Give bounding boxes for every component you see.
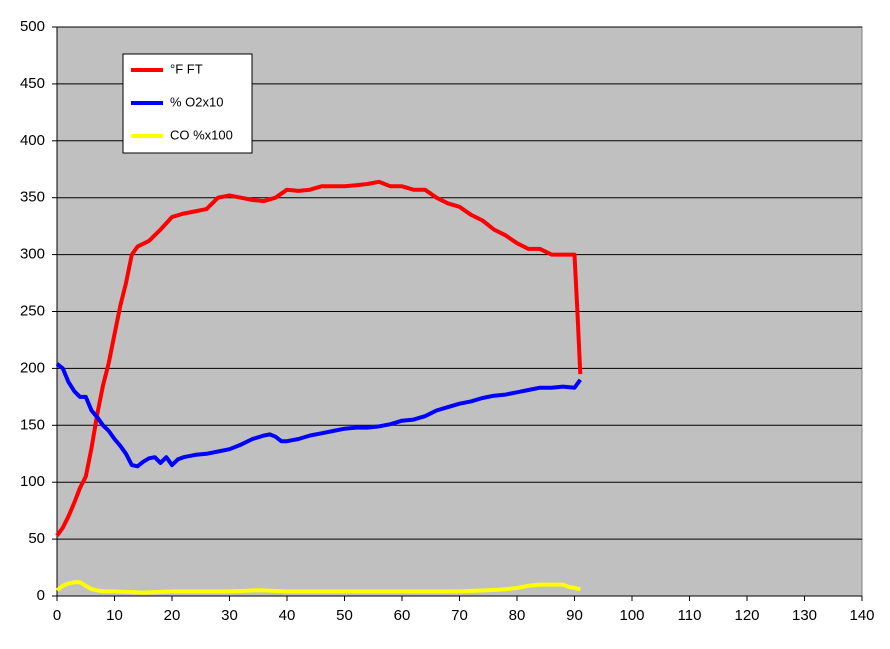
legend-label: % O2x10 xyxy=(170,94,223,109)
x-tick-label: 80 xyxy=(509,607,526,624)
y-tick-label: 500 xyxy=(20,18,45,35)
x-tick-label: 130 xyxy=(792,607,817,624)
x-tick-label: 140 xyxy=(849,607,874,624)
y-tick-label: 350 xyxy=(20,189,45,206)
y-tick-label: 0 xyxy=(37,587,45,604)
x-tick-label: 50 xyxy=(336,607,353,624)
y-tick-label: 250 xyxy=(20,302,45,319)
x-tick-label: 60 xyxy=(394,607,411,624)
x-tick-label: 100 xyxy=(619,607,644,624)
legend: °F FT % O2x10 CO %x100 xyxy=(122,53,253,154)
y-tick-label: 200 xyxy=(20,359,45,376)
y-tick-label: 150 xyxy=(20,416,45,433)
x-tick-label: 120 xyxy=(734,607,759,624)
series-line xyxy=(55,179,583,537)
legend-label: °F FT xyxy=(170,61,203,76)
y-tick-label: 100 xyxy=(20,473,45,490)
y-tick-label: 50 xyxy=(28,530,45,547)
series-line xyxy=(55,580,581,595)
x-tick-label: 110 xyxy=(678,607,702,624)
x-tick-label: 10 xyxy=(106,607,123,624)
series-line xyxy=(55,362,582,469)
x-tick-label: 20 xyxy=(164,607,181,624)
y-tick-label: 300 xyxy=(20,246,45,263)
x-tick-label: 0 xyxy=(53,607,61,624)
y-tick-label: 450 xyxy=(20,75,45,92)
y-tick-label: 400 xyxy=(20,132,45,149)
legend-label: CO %x100 xyxy=(170,127,233,142)
x-tick-label: 70 xyxy=(451,607,468,624)
x-tick-label: 90 xyxy=(566,607,583,624)
x-tick-label: 40 xyxy=(279,607,296,624)
x-tick-label: 30 xyxy=(221,607,238,624)
